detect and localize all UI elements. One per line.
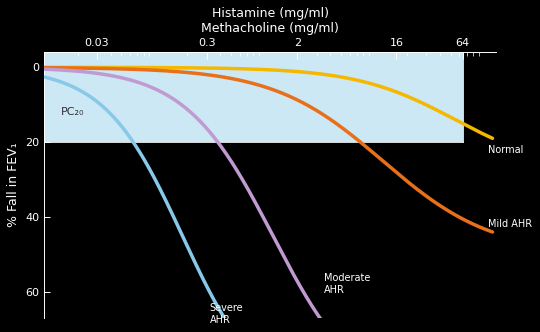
Text: PC₂₀: PC₂₀: [60, 107, 84, 117]
Y-axis label: % Fall in FEV₁: % Fall in FEV₁: [7, 143, 20, 227]
Text: Severe
AHR: Severe AHR: [210, 303, 244, 324]
Text: Normal: Normal: [488, 144, 524, 155]
Text: Moderate
AHR: Moderate AHR: [324, 273, 370, 294]
X-axis label: Histamine (mg/ml)
Methacholine (mg/ml): Histamine (mg/ml) Methacholine (mg/ml): [201, 7, 339, 35]
Text: Mild AHR: Mild AHR: [488, 219, 532, 229]
